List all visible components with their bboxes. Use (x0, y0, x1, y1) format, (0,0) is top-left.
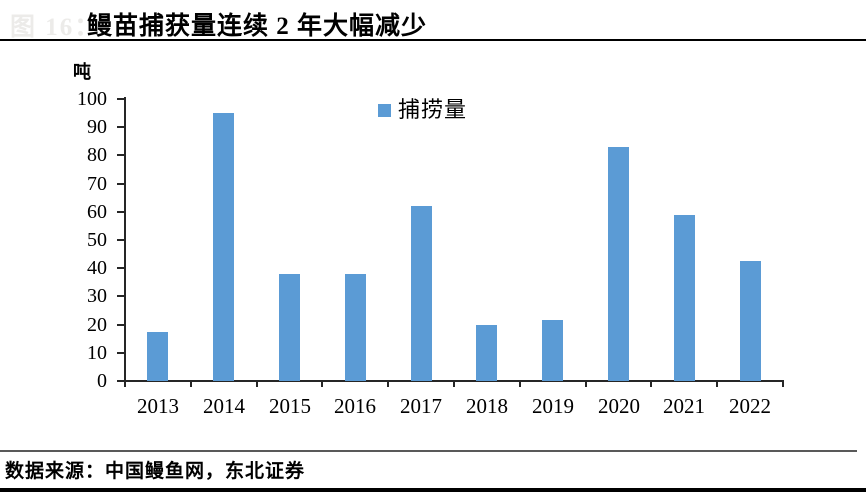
y-axis-tick (117, 239, 124, 241)
y-axis-tick (117, 295, 124, 298)
y-axis-tick-label: 80 (87, 144, 107, 167)
x-axis-label-2022: 2022 (729, 394, 771, 418)
x-axis-tick (716, 381, 719, 387)
x-axis-label-2019: 2019 (532, 394, 574, 418)
x-axis-tick (255, 381, 258, 387)
y-axis-tick (117, 126, 124, 129)
figure-number-label: 图 16： (10, 14, 102, 41)
figure-header: 图 16： 鳗苗捕获量连续 2 年大幅减少 (0, 2, 866, 41)
y-axis-unit-label: 吨 (73, 62, 91, 82)
data-source-text: 数据来源：中国鳗鱼网，东北证券 (5, 461, 306, 482)
y-axis-tick-label: 40 (87, 257, 107, 280)
y-axis-tick (117, 323, 124, 326)
x-axis-tick (584, 381, 587, 387)
x-axis-tick (189, 381, 192, 387)
y-axis-tick-label: 90 (87, 116, 107, 139)
y-axis-line (124, 97, 126, 381)
y-axis-tick (117, 154, 124, 157)
legend-series-label: 捕捞量 (398, 97, 468, 122)
x-axis-label-2018: 2018 (466, 394, 508, 418)
x-axis-tick (650, 381, 653, 387)
x-axis-label-2017: 2017 (400, 394, 442, 418)
figure-title: 鳗苗捕获量连续 2 年大幅减少 (87, 13, 428, 40)
x-axis-label-2014: 2014 (203, 394, 245, 418)
bar-2015 (279, 274, 300, 381)
x-axis-tick (387, 381, 390, 387)
x-axis-label-2016: 2016 (334, 394, 376, 418)
y-axis-tick-label: 10 (87, 341, 107, 364)
y-axis-tick (117, 380, 124, 382)
x-axis-label-2021: 2021 (663, 394, 705, 418)
bar-2019 (542, 320, 563, 381)
y-axis-tick (117, 182, 124, 185)
y-axis-tick (117, 351, 124, 354)
y-axis-tick-label: 30 (87, 285, 107, 308)
y-axis-tick-label: 20 (87, 313, 107, 336)
bar-2022 (740, 261, 761, 381)
bar-2020 (608, 147, 629, 381)
footer-divider-thin (0, 450, 857, 452)
y-axis-tick-label: 0 (97, 370, 107, 392)
x-axis-tick (518, 381, 521, 387)
plot-area: 0 10 20 30 40 50 60 70 80 90 100 2013 2014 2015 2016 20… (77, 88, 784, 418)
bar-2014 (213, 113, 234, 381)
x-axis-label-2015: 2015 (269, 394, 311, 418)
x-axis-label-2013: 2013 (137, 394, 179, 418)
bar-2017 (411, 206, 432, 381)
x-axis-tick (124, 381, 126, 387)
x-axis-tick (321, 381, 324, 387)
footer-divider-thick (0, 488, 866, 492)
y-axis-tick-label: 60 (87, 200, 107, 223)
bar-2018 (476, 325, 497, 381)
bar-2016 (345, 274, 366, 381)
title-divider-line (0, 39, 866, 41)
y-axis-tick (117, 267, 124, 270)
x-axis-tick (453, 381, 455, 387)
bar-2021 (674, 215, 695, 381)
bar-2013 (147, 332, 168, 381)
legend-square-icon (378, 104, 391, 117)
y-axis-tick-label: 70 (87, 172, 107, 195)
x-axis-tick (782, 381, 784, 387)
x-axis-label-2020: 2020 (598, 394, 640, 418)
y-axis-tick-label: 100 (77, 88, 107, 110)
y-axis-tick-label: 50 (87, 229, 107, 251)
y-axis-tick (117, 98, 124, 100)
y-axis-tick (117, 210, 124, 213)
